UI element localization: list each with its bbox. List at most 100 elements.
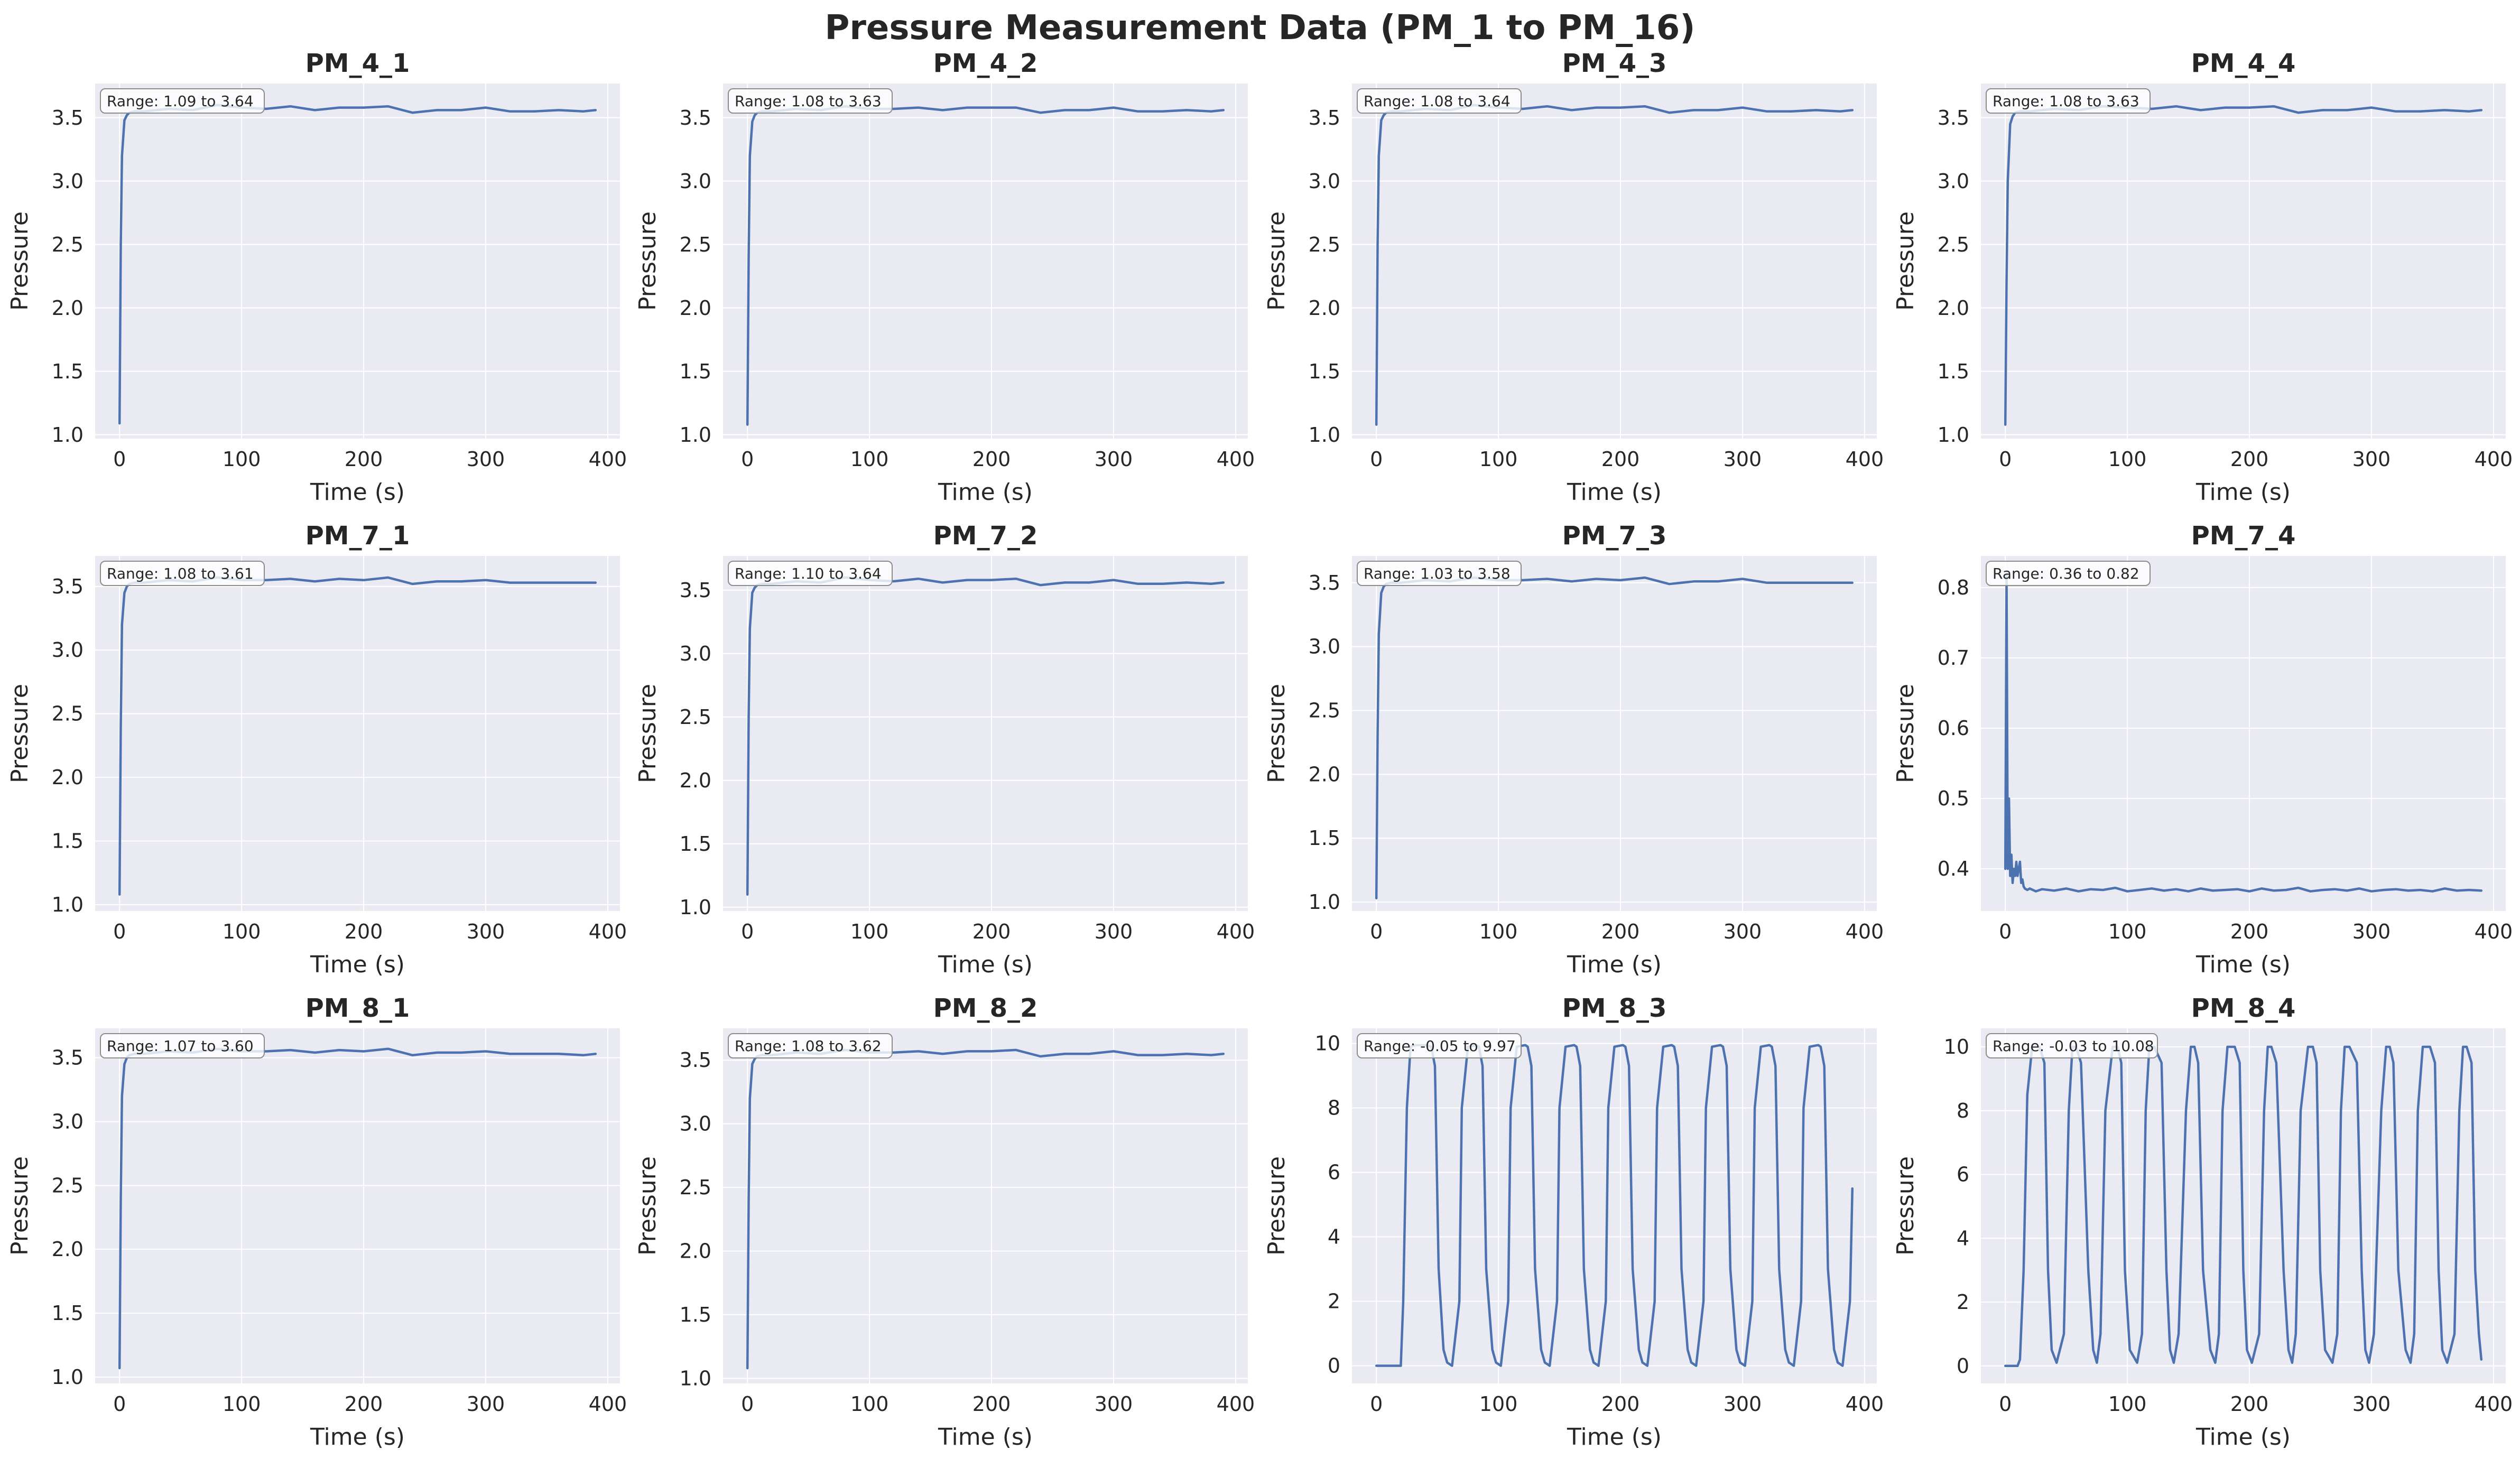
x-axis-label: Time (s) — [310, 951, 405, 978]
y-tick-label: 2.0 — [680, 1240, 711, 1263]
y-tick-label: 0.7 — [1938, 646, 1969, 670]
y-tick-label: 0 — [1328, 1354, 1340, 1377]
x-tick-label: 200 — [972, 1392, 1011, 1416]
figure-title: Pressure Measurement Data (PM_1 to PM_16… — [824, 8, 1695, 48]
subplot-title: PM_8_1 — [305, 993, 410, 1023]
series-line — [746, 105, 1225, 426]
subplot: PM_8_4 0 100 200 300 400 0 2 4 6 8 10 Time (s) Pressu… — [1892, 993, 2513, 1451]
subplot: PM_4_1 0 100 200 300 400 1.0 1.5 2.0 2.5 3.0 3.5 Tim… — [6, 49, 627, 506]
subplot-title: PM_4_2 — [933, 49, 1038, 78]
plot-area — [723, 83, 1248, 439]
subplot-title: PM_8_3 — [1562, 993, 1667, 1023]
x-tick-label: 200 — [972, 448, 1011, 471]
series-line — [1375, 1044, 1854, 1367]
x-tick-label: 0 — [1999, 920, 2012, 943]
range-annotation: Range: 1.08 to 3.62 — [735, 1037, 882, 1055]
y-tick-label: 3.5 — [52, 1046, 84, 1070]
y-tick-label: 4 — [1957, 1227, 1969, 1250]
x-tick-label: 0 — [741, 1392, 754, 1416]
plot-area — [1981, 83, 2506, 439]
y-tick-label: 0.4 — [1938, 857, 1969, 880]
y-tick-label: 0.8 — [1938, 576, 1969, 599]
range-box — [728, 561, 893, 586]
x-tick-label: 300 — [1724, 1392, 1762, 1416]
y-tick-label: 3.5 — [680, 106, 711, 129]
range-box — [1986, 88, 2151, 114]
x-tick-label: 100 — [223, 1392, 261, 1416]
y-tick-label: 1.5 — [680, 360, 711, 383]
y-tick-label: 1.5 — [1309, 360, 1340, 383]
range-box — [728, 1033, 893, 1058]
x-tick-label: 200 — [1601, 1392, 1640, 1416]
y-tick-label: 2.5 — [680, 233, 711, 256]
x-tick-label: 100 — [223, 920, 261, 943]
range-annotation: Range: 0.36 to 0.82 — [1993, 565, 2139, 582]
x-tick-label: 100 — [2108, 448, 2147, 471]
subplot: PM_8_1 0 100 200 300 400 1.0 1.5 2.0 2.5 3.0 3.5 Tim… — [6, 993, 627, 1451]
x-tick-label: 300 — [1095, 1392, 1133, 1416]
y-tick-label: 3.0 — [52, 1110, 84, 1133]
y-tick-label: 10 — [1944, 1035, 1969, 1058]
y-axis-label: Pressure — [1263, 1156, 1290, 1256]
range-annotation: Range: 1.07 to 3.60 — [107, 1037, 254, 1055]
y-tick-label: 1.0 — [52, 423, 84, 447]
y-tick-label: 3.0 — [1309, 170, 1340, 193]
y-tick-label: 2.5 — [52, 1174, 84, 1197]
x-axis-label: Time (s) — [938, 479, 1033, 506]
y-tick-label: 1.0 — [1309, 890, 1340, 914]
y-tick-label: 1.5 — [680, 1303, 711, 1326]
y-tick-label: 3.0 — [680, 642, 711, 665]
y-tick-label: 3.5 — [680, 579, 711, 602]
y-tick-label: 2.5 — [1938, 233, 1969, 256]
y-tick-label: 3.0 — [1309, 635, 1340, 658]
x-tick-label: 200 — [2230, 920, 2269, 943]
y-tick-label: 1.0 — [52, 1365, 84, 1389]
x-tick-label: 300 — [1095, 920, 1133, 943]
series-line — [2004, 1045, 2483, 1368]
range-annotation: Range: 1.03 to 3.58 — [1364, 565, 1511, 582]
range-annotation: Range: -0.03 to 10.08 — [1993, 1037, 2154, 1055]
y-tick-label: 8 — [1328, 1097, 1340, 1120]
series-line — [746, 576, 1225, 896]
subplot-title: PM_4_4 — [2191, 49, 2296, 78]
x-tick-label: 300 — [467, 920, 505, 943]
plot-area — [95, 1028, 620, 1383]
x-tick-label: 100 — [1479, 1392, 1518, 1416]
y-tick-label: 3.5 — [1938, 106, 1969, 129]
y-tick-label: 3.0 — [680, 1112, 711, 1136]
y-tick-label: 0 — [1957, 1354, 1969, 1378]
x-tick-label: 200 — [2230, 448, 2269, 471]
x-axis-label: Time (s) — [938, 1424, 1033, 1451]
y-tick-label: 3.0 — [1938, 170, 1969, 193]
x-tick-label: 0 — [741, 448, 754, 471]
y-axis-label: Pressure — [634, 211, 661, 311]
subplot: PM_7_3 0 100 200 300 400 1.0 1.5 2.0 2.5 3.0 3.5 Tim… — [1263, 521, 1884, 978]
x-tick-label: 300 — [2352, 448, 2391, 471]
series-line — [1375, 104, 1854, 426]
y-tick-label: 1.0 — [1309, 423, 1340, 447]
subplot-title: PM_7_1 — [305, 521, 410, 551]
x-axis-label: Time (s) — [1567, 479, 1662, 506]
series-line — [2004, 572, 2483, 893]
x-tick-label: 400 — [1846, 920, 1884, 943]
range-box — [1357, 561, 1522, 586]
x-tick-label: 200 — [972, 920, 1011, 943]
range-box — [1357, 1033, 1522, 1058]
subplot: PM_4_2 0 100 200 300 400 1.0 1.5 2.0 2.5 3.0 3.5 Tim… — [634, 49, 1255, 506]
y-axis-label: Pressure — [1892, 1156, 1919, 1256]
plot-area — [723, 1028, 1248, 1383]
y-tick-label: 2.5 — [52, 702, 84, 726]
subplot: PM_7_4 0 100 200 300 400 0.4 0.5 0.6 0.7 0.8 Time (… — [1892, 521, 2513, 978]
y-axis-label: Pressure — [6, 211, 33, 311]
x-tick-label: 200 — [345, 448, 383, 471]
y-tick-label: 1.5 — [52, 1302, 84, 1325]
subplot-grid: PM_4_10 100 200 300 4001.01.52.02.53.03.5Tim… — [6, 49, 2513, 1451]
y-tick-label: 3.5 — [1309, 106, 1340, 129]
x-tick-label: 100 — [2108, 1392, 2147, 1416]
plot-area — [95, 556, 620, 911]
x-tick-label: 400 — [589, 448, 627, 471]
x-tick-label: 300 — [467, 448, 505, 471]
y-tick-label: 1.0 — [1938, 423, 1969, 447]
y-tick-label: 2 — [1957, 1290, 1969, 1314]
